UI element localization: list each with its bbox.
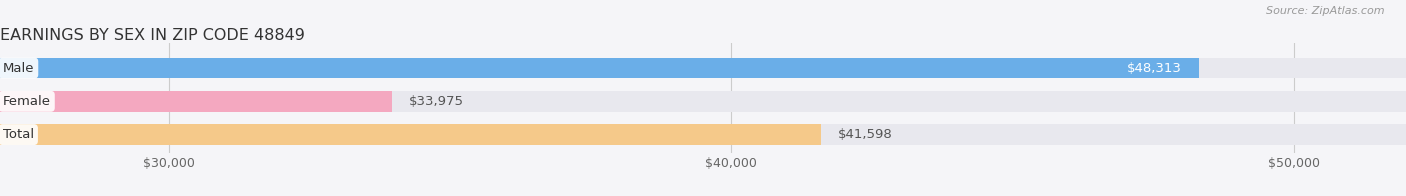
Bar — [0, 58, 1406, 78]
Text: Female: Female — [3, 95, 51, 108]
Text: $48,313: $48,313 — [1126, 62, 1182, 74]
Text: EARNINGS BY SEX IN ZIP CODE 48849: EARNINGS BY SEX IN ZIP CODE 48849 — [0, 28, 305, 43]
Text: $41,598: $41,598 — [838, 128, 893, 141]
Text: Male: Male — [3, 62, 34, 74]
Bar — [0, 124, 821, 145]
Bar — [0, 124, 1406, 145]
Bar — [0, 58, 1199, 78]
Text: $33,975: $33,975 — [409, 95, 464, 108]
Bar — [0, 91, 392, 112]
Text: Source: ZipAtlas.com: Source: ZipAtlas.com — [1267, 6, 1385, 16]
Bar — [0, 91, 1406, 112]
Text: Total: Total — [3, 128, 34, 141]
